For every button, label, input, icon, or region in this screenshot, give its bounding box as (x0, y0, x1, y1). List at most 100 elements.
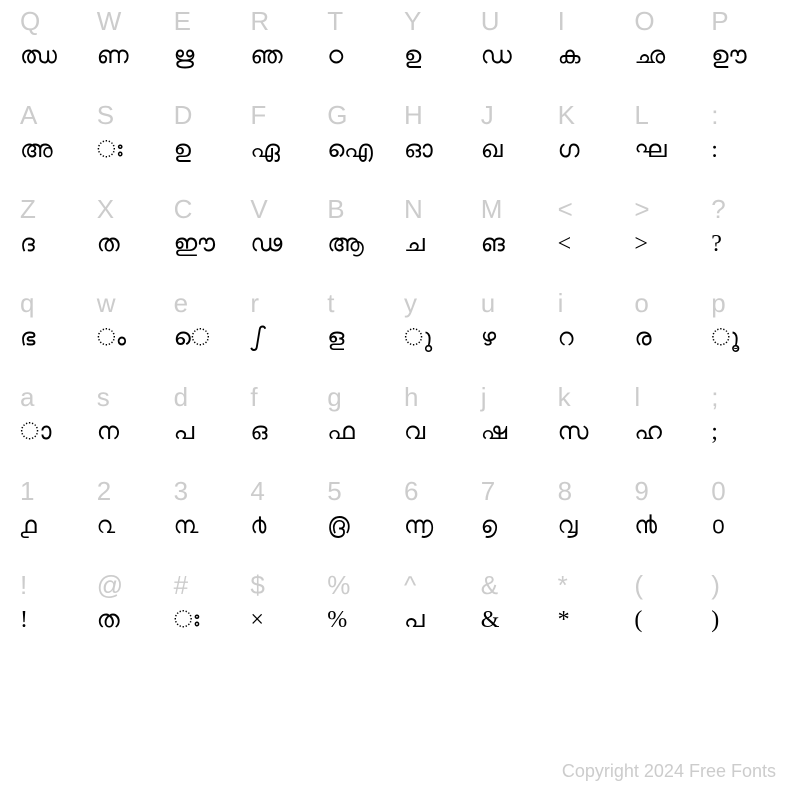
glyph: ഋ (174, 44, 195, 68)
glyph: െ (174, 326, 210, 350)
glyph: ഢ (250, 232, 282, 256)
glyph: % (327, 608, 347, 632)
key-label: 6 (404, 478, 418, 504)
glyph: ഐ (327, 138, 373, 162)
char-cell: Cഈ (170, 196, 247, 290)
char-cell: 4൪ (246, 478, 323, 572)
glyph: ൪ (250, 514, 266, 538)
glyph: ൧ (20, 514, 37, 538)
glyph: ദ (20, 232, 35, 256)
key-label: S (97, 102, 114, 128)
key-label: H (404, 102, 423, 128)
char-cell: ;; (707, 384, 784, 478)
char-cell: kസ (554, 384, 631, 478)
glyph: ൂ (711, 326, 739, 350)
glyph: ൦ (711, 514, 723, 538)
key-label: * (558, 572, 568, 598)
glyph: ര (634, 326, 651, 350)
char-cell: oര (630, 290, 707, 384)
key-label: p (711, 290, 725, 316)
char-cell: 9൯ (630, 478, 707, 572)
char-cell: ?? (707, 196, 784, 290)
key-label: % (327, 572, 350, 598)
char-cell: Wണ (93, 8, 170, 102)
key-label: T (327, 8, 343, 34)
key-label: $ (250, 572, 264, 598)
char-cell: Bആ (323, 196, 400, 290)
glyph: ഫ (327, 420, 354, 444)
char-cell: tള (323, 290, 400, 384)
glyph: ഞ (250, 44, 282, 68)
char-cell: Xത (93, 196, 170, 290)
character-map-grid: QഝWണEഋRഞTഠYഉUഡIകOഛPഊAഅSഃDഉFഏGഐHഓJഖKഗLഘ::… (0, 0, 800, 666)
char-cell: Kഗ (554, 102, 631, 196)
glyph: ങ (481, 232, 505, 256)
key-label: f (250, 384, 257, 410)
key-label: I (558, 8, 565, 34)
char-cell: 1൧ (16, 478, 93, 572)
key-label: y (404, 290, 417, 316)
glyph: ള (327, 326, 344, 350)
key-label: l (634, 384, 640, 410)
key-label: : (711, 102, 718, 128)
char-cell: )) (707, 572, 784, 666)
key-label: k (558, 384, 571, 410)
char-cell: && (477, 572, 554, 666)
key-label: o (634, 290, 648, 316)
char-cell: :: (707, 102, 784, 196)
char-cell: Qഝ (16, 8, 93, 102)
char-cell: Mങ (477, 196, 554, 290)
key-label: K (558, 102, 575, 128)
key-label: L (634, 102, 648, 128)
key-label: ( (634, 572, 643, 598)
char-cell: (( (630, 572, 707, 666)
char-cell: iറ (554, 290, 631, 384)
char-cell: uഴ (477, 290, 554, 384)
char-cell: pൂ (707, 290, 784, 384)
key-label: M (481, 196, 503, 222)
glyph: ഷ (481, 420, 507, 444)
char-cell: Dഉ (170, 102, 247, 196)
char-cell: ^പ (400, 572, 477, 666)
glyph: ഉ (404, 44, 421, 68)
glyph: സ (558, 420, 589, 444)
glyph: ൭ (481, 514, 497, 538)
char-cell: Nച (400, 196, 477, 290)
char-cell: Iക (554, 8, 631, 102)
glyph: ഈ (174, 232, 215, 256)
glyph: ഭ (20, 326, 35, 350)
char-cell: Tഠ (323, 8, 400, 102)
glyph: ഡ (481, 44, 512, 68)
glyph: ഏ (250, 138, 280, 162)
glyph: ഴ (481, 326, 496, 350)
key-label: d (174, 384, 188, 410)
glyph: ക (558, 44, 581, 68)
char-cell: lഹ (630, 384, 707, 478)
key-label: s (97, 384, 110, 410)
char-cell: Eഋ (170, 8, 247, 102)
char-cell: ** (554, 572, 631, 666)
char-cell: hവ (400, 384, 477, 478)
key-label: & (481, 572, 498, 598)
key-label: D (174, 102, 193, 128)
key-label: N (404, 196, 423, 222)
glyph: ഒ (250, 420, 267, 444)
glyph: ഝ (20, 44, 57, 68)
glyph: ാ (20, 420, 51, 444)
char-cell: Zദ (16, 196, 93, 290)
glyph: ഹ (634, 420, 662, 444)
glyph: ൯ (634, 514, 657, 538)
char-cell: rഽ (246, 290, 323, 384)
glyph: ഠ (327, 44, 343, 68)
char-cell: dപ (170, 384, 247, 478)
key-label: P (711, 8, 728, 34)
char-cell: !! (16, 572, 93, 666)
key-label: A (20, 102, 37, 128)
char-cell: @ത (93, 572, 170, 666)
char-cell: 2൨ (93, 478, 170, 572)
char-cell: aാ (16, 384, 93, 478)
key-label: 2 (97, 478, 111, 504)
copyright-text: Copyright 2024 Free Fonts (562, 761, 776, 782)
key-label: W (97, 8, 122, 34)
glyph: : (711, 138, 718, 162)
